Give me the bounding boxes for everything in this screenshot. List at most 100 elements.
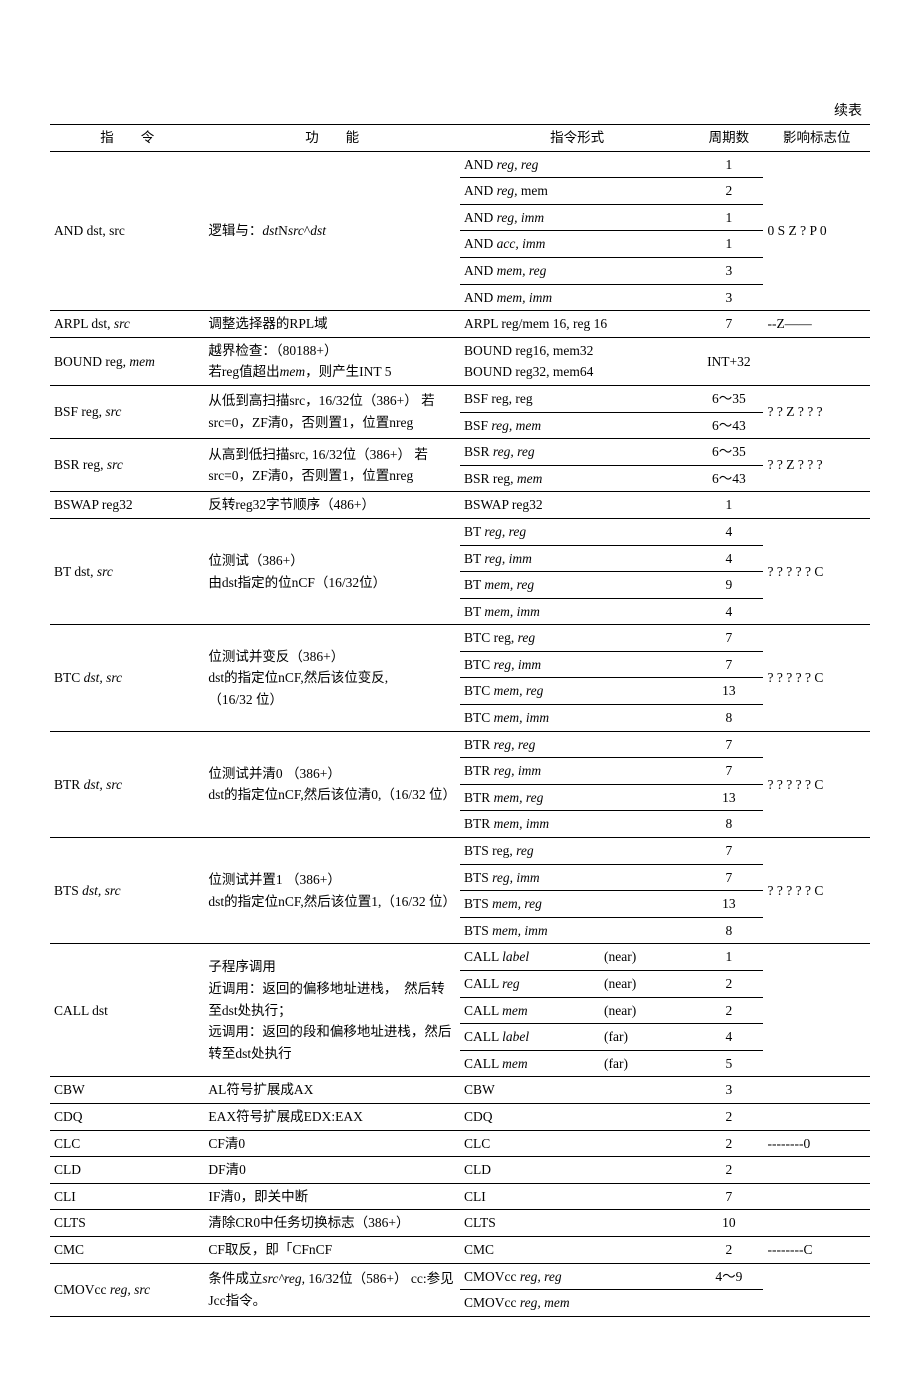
cell-form: AND mem, reg (460, 257, 694, 284)
header-flags: 影响标志位 (763, 125, 870, 152)
cell-flags (763, 1077, 870, 1104)
cell-function: 逻辑与：dstNsrc^dst (204, 151, 460, 311)
cell-flags: ? ? ? ? ? C (763, 518, 870, 624)
cell-function: CF清0 (204, 1130, 460, 1157)
table-row: CLCCF清0CLC2--------0 (50, 1130, 870, 1157)
cell-function: 子程序调用近调用：返回的偏移地址进栈， 然后转至dst处执行；远调用：返回的段和… (204, 944, 460, 1077)
cell-cycles: 8 (694, 705, 763, 732)
cell-function: DF清0 (204, 1157, 460, 1184)
cell-form: AND acc, imm (460, 231, 694, 258)
cell-cycles: 7 (694, 311, 763, 338)
cell-form: BTR reg, reg (460, 731, 694, 758)
cell-form: CLTS (460, 1210, 694, 1237)
cell-instruction: BTC dst, src (50, 625, 204, 731)
cell-cycles: 2 (694, 1130, 763, 1157)
cell-cycles: 4～9 (694, 1263, 763, 1290)
cell-form: BTS mem, imm (460, 917, 694, 944)
cell-cycles: 6～43 (694, 465, 763, 492)
table-row: BOUND reg, mem越界检查：（80188+）若reg值超出mem，则产… (50, 337, 870, 385)
cell-cycles: INT+32 (694, 337, 763, 385)
cell-instruction: CLTS (50, 1210, 204, 1237)
cell-flags: --Z—— (763, 311, 870, 338)
cell-cycles: 7 (694, 1183, 763, 1210)
cell-flags (763, 492, 870, 519)
cell-form: BSF reg, mem (460, 412, 694, 439)
cell-function: 调整选择器的RPL域 (204, 311, 460, 338)
cell-form: CMC (460, 1236, 694, 1263)
cell-form: BTS reg, reg (460, 838, 694, 865)
cell-form: AND reg, reg (460, 151, 694, 178)
table-row: BT dst, src位测试（386+）由dst指定的位nCF（16/32位）B… (50, 518, 870, 545)
cell-flags: ? ? Z ? ? ? (763, 439, 870, 492)
cell-cycles: 13 (694, 891, 763, 918)
cell-instruction: CDQ (50, 1103, 204, 1130)
cell-form: BTR mem, imm (460, 811, 694, 838)
cell-form: CALL reg(near) (460, 971, 694, 998)
cell-cycles: 2 (694, 1157, 763, 1184)
cell-flags (763, 1210, 870, 1237)
cell-form: BT mem, imm (460, 598, 694, 625)
cell-cycles: 3 (694, 284, 763, 311)
cell-form: BTS reg, imm (460, 864, 694, 891)
table-row: CALL dst子程序调用近调用：返回的偏移地址进栈， 然后转至dst处执行；远… (50, 944, 870, 971)
table-row: CBWAL符号扩展成AXCBW3 (50, 1077, 870, 1104)
table-row: ARPL dst, src调整选择器的RPL域ARPL reg/mem 16, … (50, 311, 870, 338)
cell-form: CLC (460, 1130, 694, 1157)
table-row: CLDDF清0CLD2 (50, 1157, 870, 1184)
cell-form: CLD (460, 1157, 694, 1184)
cell-cycles: 6～35 (694, 385, 763, 412)
cell-form: AND reg, mem (460, 178, 694, 205)
cell-instruction: BSF reg, src (50, 385, 204, 438)
cell-form: AND mem, imm (460, 284, 694, 311)
cell-form: BOUND reg16, mem32BOUND reg32, mem64 (460, 337, 694, 385)
cell-form: BSR reg, reg (460, 439, 694, 466)
cell-cycles: 7 (694, 625, 763, 652)
cell-function: 位测试（386+）由dst指定的位nCF（16/32位） (204, 518, 460, 624)
cell-cycles: 2 (694, 1236, 763, 1263)
cell-form: CDQ (460, 1103, 694, 1130)
cell-cycles: 5 (694, 1050, 763, 1077)
cell-flags: ? ? ? ? ? C (763, 731, 870, 837)
cell-form: BTR mem, reg (460, 784, 694, 811)
cell-form: BSF reg, reg (460, 385, 694, 412)
cell-form: ARPL reg/mem 16, reg 16 (460, 311, 694, 338)
cell-flags (763, 1263, 870, 1316)
cell-cycles: 9 (694, 572, 763, 599)
table-row: CLTS清除CR0中任务切换标志（386+）CLTS10 (50, 1210, 870, 1237)
cell-instruction: CLD (50, 1157, 204, 1184)
table-row: CMCCF取反，即「CFnCFCMC2--------C (50, 1236, 870, 1263)
cell-form: BTR reg, imm (460, 758, 694, 785)
cell-form: CBW (460, 1077, 694, 1104)
cell-cycles: 6～35 (694, 439, 763, 466)
cell-flags: ? ? Z ? ? ? (763, 385, 870, 438)
cell-form: BT reg, imm (460, 545, 694, 572)
table-row: BSR reg, src从高到低扫描src, 16/32位（386+） 若src… (50, 439, 870, 466)
continued-label: 续表 (50, 100, 870, 120)
cell-function: CF取反，即「CFnCF (204, 1236, 460, 1263)
cell-function: 条件成立src^reg, 16/32位（586+） cc:参见Jcc指令。 (204, 1263, 460, 1316)
cell-cycles: 1 (694, 151, 763, 178)
cell-form: CMOVcc reg, mem (460, 1290, 694, 1317)
cell-function: 位测试并清0 （386+）dst的指定位nCF,然后该位清0,（16/32 位） (204, 731, 460, 837)
cell-function: 位测试并置1 （386+）dst的指定位nCF,然后该位置1,（16/32 位） (204, 838, 460, 944)
cell-form: BTC reg, imm (460, 651, 694, 678)
table-row: CMOVcc reg, src条件成立src^reg, 16/32位（586+）… (50, 1263, 870, 1290)
cell-instruction: CALL dst (50, 944, 204, 1077)
cell-cycles: 2 (694, 997, 763, 1024)
cell-flags (763, 944, 870, 1077)
cell-form: CLI (460, 1183, 694, 1210)
cell-cycles: 4 (694, 518, 763, 545)
header-form: 指令形式 (460, 125, 694, 152)
cell-instruction: BOUND reg, mem (50, 337, 204, 385)
table-header-row: 指 令 功 能 指令形式 周期数 影响标志位 (50, 125, 870, 152)
cell-flags: ? ? ? ? ? C (763, 838, 870, 944)
table-row: CDQEAX符号扩展成EDX:EAXCDQ2 (50, 1103, 870, 1130)
cell-instruction: BSR reg, src (50, 439, 204, 492)
cell-form: CALL mem(near) (460, 997, 694, 1024)
cell-form: CALL label(near) (460, 944, 694, 971)
cell-instruction: CLC (50, 1130, 204, 1157)
cell-cycles: 8 (694, 917, 763, 944)
cell-cycles: 1 (694, 944, 763, 971)
cell-cycles: 7 (694, 758, 763, 785)
cell-flags (763, 1157, 870, 1184)
